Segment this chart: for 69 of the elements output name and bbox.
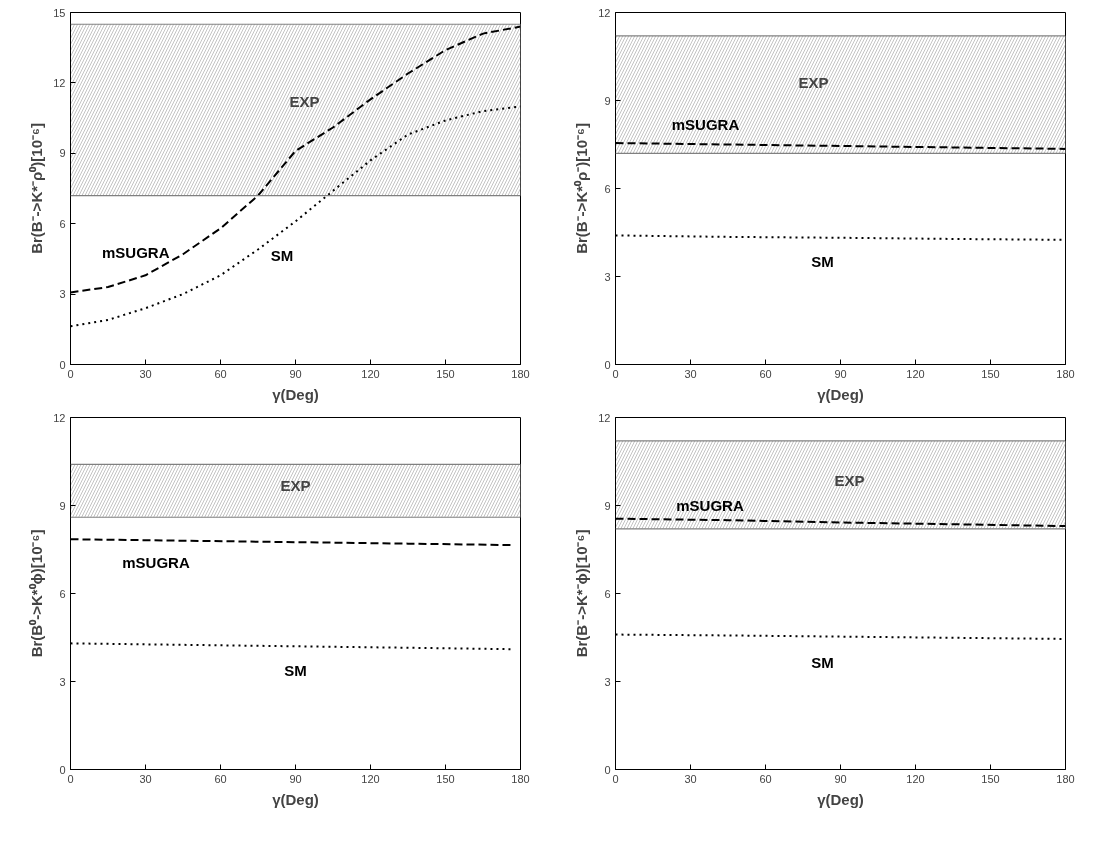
y-tick-label: 0 [59, 763, 66, 776]
x-tick-label: 90 [289, 367, 302, 380]
x-axis-title: γ(Deg) [817, 790, 864, 808]
y-axis-title: Br(B⁰->K*⁰ϕ)[10⁻⁶] [28, 529, 46, 658]
series-label: mSUGRA [102, 243, 170, 261]
x-tick-label: 60 [759, 772, 772, 785]
x-tick-label: 60 [214, 772, 227, 785]
x-tick-label: 150 [981, 772, 1000, 785]
y-tick-label: 12 [598, 411, 611, 424]
x-tick-label: 180 [1056, 772, 1075, 785]
x-tick-label: 150 [436, 367, 455, 380]
x-tick-label: 150 [981, 367, 1000, 380]
band-label: EXP [798, 74, 829, 92]
y-tick-label: 12 [598, 6, 611, 19]
x-tick-label: 0 [67, 772, 74, 785]
y-tick-label: 12 [53, 76, 66, 89]
x-tick-label: 60 [759, 367, 772, 380]
series-label: SM [270, 246, 294, 264]
band-label: EXP [280, 477, 311, 495]
band-label: EXP [834, 472, 865, 490]
y-tick-label: 0 [604, 763, 611, 776]
x-tick-label: 60 [214, 367, 227, 380]
x-tick-label: 180 [1056, 367, 1075, 380]
x-tick-label: 30 [684, 772, 697, 785]
x-tick-label: 0 [612, 772, 619, 785]
y-tick-label: 3 [604, 675, 611, 688]
x-tick-label: 0 [67, 367, 74, 380]
y-tick-label: 6 [59, 587, 66, 600]
band-label: EXP [289, 92, 320, 110]
x-tick-label: 90 [289, 772, 302, 785]
x-tick-label: 180 [511, 367, 530, 380]
x-tick-label: 90 [834, 772, 847, 785]
y-tick-label: 9 [604, 499, 611, 512]
x-tick-label: 0 [612, 367, 619, 380]
y-tick-label: 9 [59, 499, 66, 512]
y-tick-label: 6 [604, 587, 611, 600]
series-label: SM [811, 653, 834, 671]
x-tick-label: 150 [436, 772, 455, 785]
x-tick-label: 120 [906, 772, 925, 785]
x-tick-label: 30 [139, 772, 152, 785]
y-tick-label: 6 [59, 217, 66, 230]
y-tick-label: 6 [604, 182, 611, 195]
y-axis-title: Br(B⁻->K*⁰ρ⁻)[10⁻⁶] [573, 123, 591, 254]
x-axis-title: γ(Deg) [817, 385, 864, 403]
y-tick-label: 3 [59, 288, 66, 301]
y-axis-title: Br(B⁻->K*⁻ρ⁰)[10⁻⁶] [28, 123, 46, 254]
y-tick-label: 12 [53, 411, 66, 424]
series-label: mSUGRA [671, 115, 740, 133]
x-tick-label: 120 [361, 367, 380, 380]
series-label: mSUGRA [676, 497, 744, 515]
y-tick-label: 9 [604, 94, 611, 107]
y-axis-title: Br(B⁻->K*⁻ϕ)[10⁻⁶] [573, 529, 591, 658]
x-tick-label: 180 [511, 772, 530, 785]
x-tick-label: 120 [906, 367, 925, 380]
series-label: mSUGRA [122, 553, 190, 571]
x-axis-title: γ(Deg) [272, 790, 319, 808]
y-tick-label: 9 [59, 147, 66, 160]
y-tick-label: 15 [53, 6, 66, 19]
x-tick-label: 30 [139, 367, 152, 380]
y-tick-label: 3 [59, 675, 66, 688]
x-tick-label: 30 [684, 367, 697, 380]
x-tick-label: 120 [361, 772, 380, 785]
series-label: SM [811, 253, 834, 271]
x-tick-label: 90 [834, 367, 847, 380]
y-tick-label: 3 [604, 270, 611, 283]
y-tick-label: 0 [604, 358, 611, 371]
series-label: SM [284, 661, 307, 679]
y-tick-label: 0 [59, 358, 66, 371]
x-axis-title: γ(Deg) [272, 385, 319, 403]
